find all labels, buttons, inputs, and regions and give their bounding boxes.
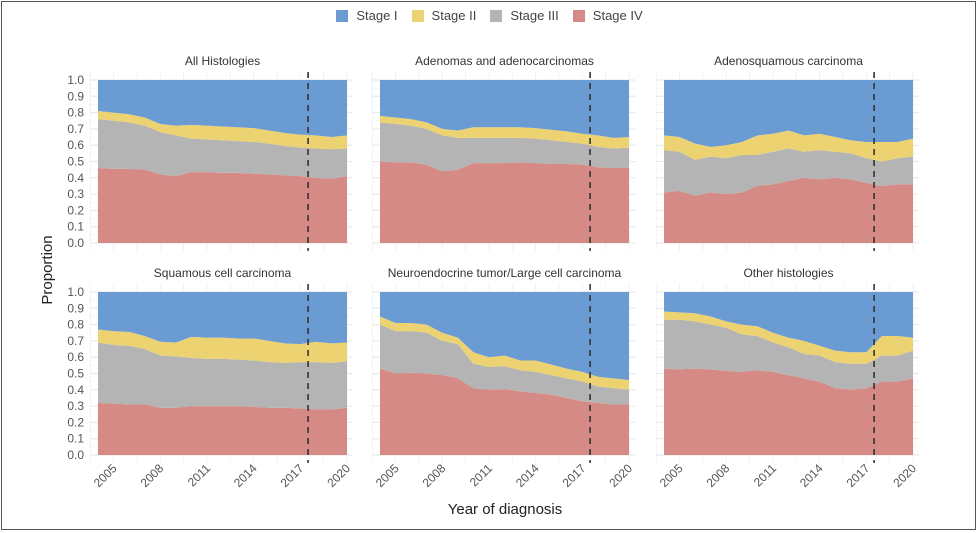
area-stage-iii xyxy=(664,148,913,196)
x-tick-label: 2017 xyxy=(278,461,307,490)
y-tick-label: 1.0 xyxy=(67,73,84,87)
y-axis-label: Proportion xyxy=(39,235,56,304)
x-tick-label: 2011 xyxy=(467,461,495,489)
legend-swatch-stage-i xyxy=(336,9,349,22)
legend-item-stage-ii: Stage II xyxy=(411,8,477,23)
x-tick-label: 2014 xyxy=(513,461,542,490)
y-tick-label: 0.8 xyxy=(67,106,84,120)
panel-title: Adenomas and adenocarcinomas xyxy=(415,54,594,68)
legend: Stage I Stage II Stage III Stage IV xyxy=(0,8,979,23)
x-tick-label: 2011 xyxy=(751,461,779,489)
legend-label: Stage III xyxy=(510,8,559,23)
y-tick-label: 0.2 xyxy=(67,203,84,217)
panel-title: Squamous cell carcinoma xyxy=(154,266,292,280)
panel-title: Neuroendocrine tumor/Large cell carcinom… xyxy=(388,266,622,280)
y-tick-label: 0.9 xyxy=(67,89,84,103)
x-tick-label: 2005 xyxy=(657,461,686,490)
x-tick-label: 2008 xyxy=(420,461,449,490)
x-tick-label: 2020 xyxy=(890,461,919,490)
panel-5: Neuroendocrine tumor/Large cell carcinom… xyxy=(371,266,635,490)
area-stage-i xyxy=(664,80,913,147)
panel-1: All Histologies 0.0 0.1 0.2 0.3 0.4 0.5 0.6 0.7 0… xyxy=(67,54,353,251)
legend-item-stage-iv: Stage IV xyxy=(572,8,643,23)
area-stage-ii xyxy=(380,316,629,390)
area-stage-iv xyxy=(380,161,629,243)
area-stage-iii xyxy=(98,119,347,179)
area-stage-ii xyxy=(98,329,347,363)
area-stage-iv xyxy=(98,402,347,455)
area-stage-iii xyxy=(98,342,347,410)
area-stage-ii xyxy=(380,115,629,149)
y-tick-label: 0.4 xyxy=(67,171,84,185)
area-stage-i xyxy=(664,292,913,353)
x-tick-label: 2014 xyxy=(231,461,260,490)
area-stage-iii xyxy=(664,319,913,390)
area-stage-ii xyxy=(98,110,347,150)
y-tick-label: 0.5 xyxy=(67,155,84,169)
x-tick-label: 2005 xyxy=(91,461,120,490)
y-tick-label: 0.0 xyxy=(67,236,84,250)
x-tick-label: 2014 xyxy=(797,461,826,490)
panel-title: Adenosquamous carcinoma xyxy=(714,54,863,68)
x-axis-label: Year of diagnosis xyxy=(448,501,563,518)
y-tick-label: 0.2 xyxy=(67,415,84,429)
y-tick-label: 0.7 xyxy=(67,122,84,136)
y-tick-label: 0.7 xyxy=(67,334,84,348)
y-tick-label: 0.4 xyxy=(67,383,84,397)
y-tick-label: 0.8 xyxy=(67,318,84,332)
legend-swatch-stage-iv xyxy=(572,9,585,22)
area-stage-iv xyxy=(380,368,629,455)
area-stage-ii xyxy=(664,130,913,162)
area-stage-iii xyxy=(380,122,629,172)
x-tick-label: 2017 xyxy=(560,461,589,490)
panel-2: Adenomas and adenocarcinomas xyxy=(371,54,635,251)
panel-title: All Histologies xyxy=(185,54,260,68)
legend-swatch-stage-iii xyxy=(490,9,503,22)
y-tick-label: 0.5 xyxy=(67,367,84,381)
panel-title: Other histologies xyxy=(743,266,833,280)
y-tick-label: 1.0 xyxy=(67,285,84,299)
area-stage-i xyxy=(98,80,347,138)
y-tick-label: 0.3 xyxy=(67,187,84,201)
area-stage-iv xyxy=(664,368,913,455)
x-tick-label: 2020 xyxy=(606,461,635,490)
x-tick-label: 2008 xyxy=(138,461,167,490)
legend-label: Stage I xyxy=(356,8,398,23)
x-tick-label: 2011 xyxy=(185,461,213,489)
legend-label: Stage IV xyxy=(592,8,643,23)
y-tick-label: 0.3 xyxy=(67,399,84,413)
x-tick-label: 2017 xyxy=(844,461,873,490)
y-tick-label: 0.0 xyxy=(67,448,84,462)
y-tick-label: 0.1 xyxy=(67,220,84,234)
area-stage-i xyxy=(380,80,629,138)
panel-4: Squamous cell carcinoma 0.0 0.1 0.2 0.3 0.4 0.… xyxy=(67,266,353,490)
y-tick-label: 0.6 xyxy=(67,350,84,364)
area-stage-iv xyxy=(98,168,347,243)
y-tick-label: 0.6 xyxy=(67,138,84,152)
legend-item-stage-i: Stage I xyxy=(336,8,398,23)
area-stage-iii xyxy=(380,324,629,405)
x-tick-label: 2005 xyxy=(373,461,402,490)
y-tick-label: 0.9 xyxy=(67,301,84,315)
area-stage-i xyxy=(380,292,629,381)
x-tick-label: 2020 xyxy=(324,461,353,490)
y-tick-label: 0.1 xyxy=(67,432,84,446)
legend-item-stage-iii: Stage III xyxy=(490,8,559,23)
x-tick-label: 2008 xyxy=(704,461,733,490)
panel-3: Adenosquamous carcinoma xyxy=(655,54,919,251)
panel-6: Other histologies 2005 2008 2011 2014 2017 202… xyxy=(655,266,919,490)
legend-swatch-stage-ii xyxy=(411,9,424,22)
area-stage-i xyxy=(98,292,347,345)
legend-label: Stage II xyxy=(431,8,477,23)
